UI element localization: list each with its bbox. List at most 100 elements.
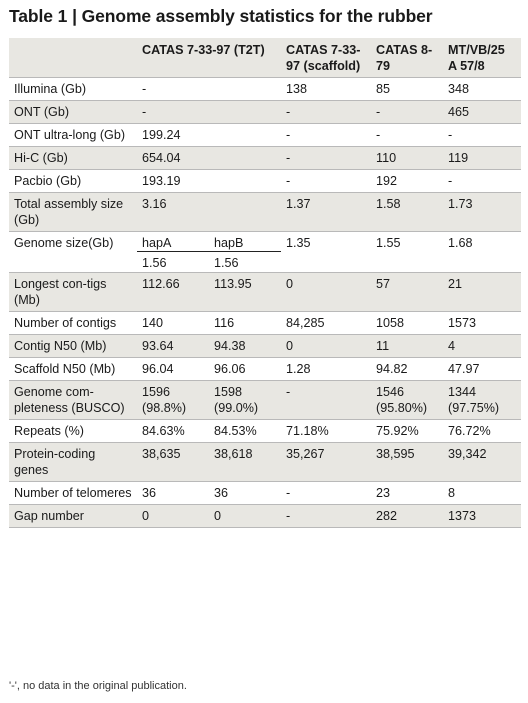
cell: - — [286, 509, 291, 523]
cell: 140 — [142, 316, 164, 330]
header-catas-8-79: CATAS 8-79 — [371, 38, 444, 78]
cell: 38,618 — [214, 447, 253, 461]
header-catas-t2t: CATAS 7-33-97 (T2T) — [137, 38, 282, 78]
cell: - — [286, 105, 291, 119]
cell: 0 — [286, 339, 294, 353]
table-row: Gap number 0 0 - 282 1373 — [9, 504, 522, 528]
row-label: ONT ultra-long (Gb) — [14, 128, 126, 142]
cell: 38,635 — [142, 447, 181, 461]
cell: - — [376, 128, 381, 142]
table-row: Pacbio (Gb) 193.19 - 192 - — [9, 169, 522, 193]
cell: 84.53% — [214, 424, 257, 438]
cell: 1.37 — [286, 197, 311, 211]
cell — [209, 124, 281, 147]
cell — [209, 101, 281, 124]
cell: - — [448, 128, 453, 142]
hapa-value: 1.56 — [142, 256, 167, 270]
cell: 1598 (99.0%) — [214, 385, 259, 415]
cell: 23 — [376, 486, 391, 500]
row-label: ONT (Gb) — [14, 105, 70, 119]
cell: - — [286, 128, 291, 142]
row-label: Protein-coding genes — [14, 447, 96, 477]
table-row: Number of telomeres 36 36 - 23 8 — [9, 481, 522, 505]
cell: 36 — [142, 486, 157, 500]
cell: 96.04 — [142, 362, 174, 376]
cell: 1373 — [448, 509, 477, 523]
cell: 11 — [376, 339, 390, 353]
row-label: Number of telomeres — [14, 486, 132, 500]
cell: - — [286, 151, 291, 165]
table-row: ONT (Gb) - - - 465 — [9, 100, 522, 124]
row-label: Longest con-tigs (Mb) — [14, 277, 107, 307]
cell: 116 — [214, 316, 235, 330]
row-label: Repeats (%) — [14, 424, 84, 438]
header-blank — [9, 38, 137, 78]
table-row: Protein-coding genes 38,635 38,618 35,26… — [9, 442, 522, 482]
table-row: ONT ultra-long (Gb) 199.24 - - - — [9, 123, 522, 147]
cell: 1.58 — [376, 197, 401, 211]
cell: 84.63% — [142, 424, 185, 438]
cell: 1.68 — [448, 236, 473, 250]
cell: 71.18% — [286, 424, 329, 438]
row-label: Illumina (Gb) — [14, 82, 87, 96]
cell: 36 — [214, 486, 229, 500]
row-label: Genome com-pleteness (BUSCO) — [14, 385, 125, 415]
cell: 348 — [448, 82, 470, 96]
cell: 1546 (95.80%) — [376, 385, 428, 415]
table-row: Illumina (Gb) - 138 85 348 — [9, 77, 522, 101]
row-label: Total assembly size (Gb) — [14, 197, 124, 227]
table-row: Contig N50 (Mb) 93.64 94.38 0 11 4 — [9, 334, 522, 358]
row-label: Pacbio (Gb) — [14, 174, 82, 188]
cell: 47.97 — [448, 362, 480, 376]
cell: 654.04 — [142, 151, 181, 165]
cell: - — [286, 174, 291, 188]
cell: 39,342 — [448, 447, 487, 461]
cell: 113.95 — [214, 277, 252, 291]
cell: 75.92% — [376, 424, 419, 438]
table-row: Genome size(Gb) hapA 1.56 hapB 1.56 1.35… — [9, 231, 522, 273]
cell: - — [142, 105, 147, 119]
cell: 94.82 — [376, 362, 408, 376]
genome-assembly-stats-table: CATAS 7-33-97 (T2T) CATAS 7-33-97 (scaff… — [9, 38, 522, 528]
stats-table-container: CATAS 7-33-97 (T2T) CATAS 7-33-97 (scaff… — [9, 38, 522, 528]
cell: 119 — [448, 151, 469, 165]
cell: 1.28 — [286, 362, 311, 376]
cell: 85 — [376, 82, 391, 96]
cell: 3.16 — [142, 197, 167, 211]
cell: 465 — [448, 105, 470, 119]
table-row: Genome com-pleteness (BUSCO) 1596 (98.8%… — [9, 380, 522, 420]
cell-hapa: hapA 1.56 — [137, 232, 209, 273]
header-mt-vb: MT/VB/25 A 57/8 — [443, 38, 522, 78]
row-label: Genome size(Gb) — [14, 236, 114, 250]
cell: 1344 (97.75%) — [448, 385, 500, 415]
table-footnote: '-', no data in the original publication… — [9, 680, 187, 692]
cell: 38,595 — [376, 447, 415, 461]
row-label: Number of contigs — [14, 316, 117, 330]
table-row: Repeats (%) 84.63% 84.53% 71.18% 75.92% … — [9, 419, 522, 443]
cell: 4 — [448, 339, 456, 353]
cell — [209, 78, 281, 101]
cell-hapb: hapB 1.56 — [209, 232, 282, 273]
cell: 76.72% — [448, 424, 491, 438]
cell: 192 — [376, 174, 398, 188]
cell: 282 — [376, 509, 398, 523]
cell: - — [286, 385, 291, 399]
row-label: Hi-C (Gb) — [14, 151, 68, 165]
table-row: Hi-C (Gb) 654.04 - 110 119 — [9, 146, 522, 170]
hapa-label: hapA — [137, 232, 209, 252]
cell: 93.64 — [142, 339, 174, 353]
table-row: Scaffold N50 (Mb) 96.04 96.06 1.28 94.82… — [9, 357, 522, 381]
cell: 1596 (98.8%) — [142, 385, 187, 415]
cell: 193.19 — [142, 174, 181, 188]
cell: 138 — [286, 82, 308, 96]
cell: 1.73 — [448, 197, 473, 211]
cell — [209, 193, 281, 232]
cell: 112.66 — [142, 277, 180, 291]
row-label: Scaffold N50 (Mb) — [14, 362, 116, 376]
hapb-label: hapB — [209, 232, 282, 252]
cell: - — [142, 82, 147, 96]
hapb-value: 1.56 — [214, 256, 239, 270]
row-label: Gap number — [14, 509, 85, 523]
table-row: Number of contigs 140 116 84,285 1058 15… — [9, 311, 522, 335]
cell — [209, 170, 281, 193]
